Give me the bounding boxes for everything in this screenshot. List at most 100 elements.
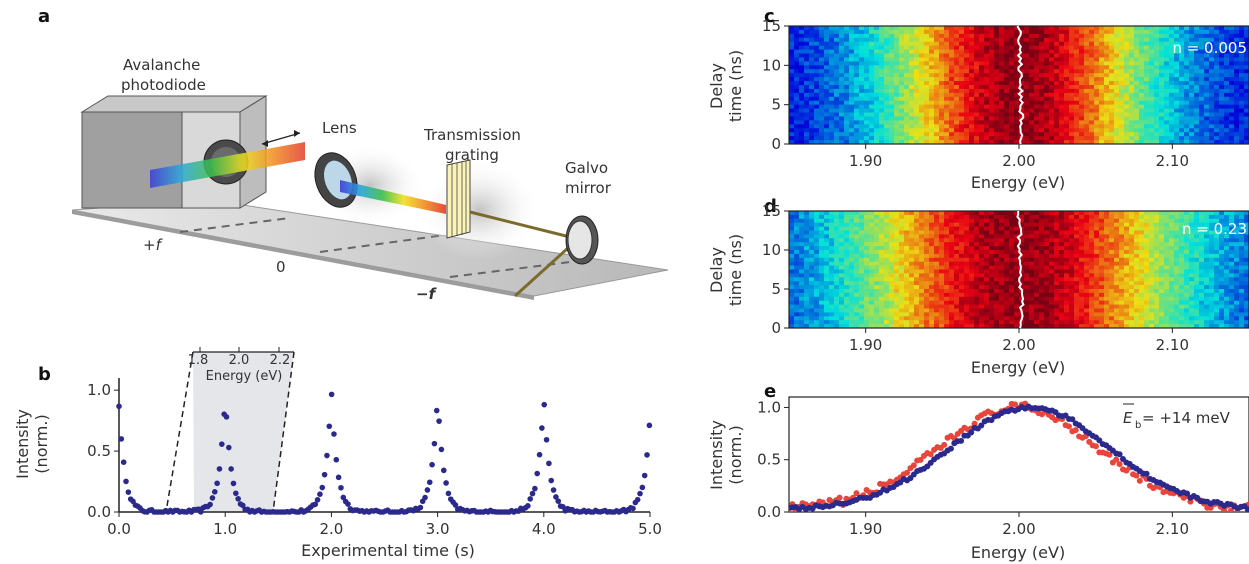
heatmap-cell bbox=[999, 26, 1005, 31]
heatmap-cell bbox=[899, 124, 905, 129]
heatmap-cell bbox=[1179, 104, 1185, 110]
panel-b-xlabel: Experimental time (s) bbox=[301, 541, 475, 560]
heatmap-cell bbox=[1024, 230, 1030, 235]
heatmap-cell bbox=[969, 108, 975, 114]
heatmap-cell bbox=[909, 128, 915, 133]
heatmap-cell bbox=[824, 92, 830, 98]
heatmap-cell bbox=[1119, 128, 1125, 133]
heatmap-cell bbox=[1164, 211, 1170, 216]
heatmap-cell bbox=[879, 257, 885, 263]
heatmap-cell bbox=[914, 73, 920, 78]
heatmap-cell bbox=[1104, 261, 1110, 267]
heatmap-cell bbox=[1154, 136, 1160, 141]
heatmap-cell bbox=[1089, 289, 1095, 294]
heatmap-cell bbox=[844, 73, 850, 78]
inset-tick-0: 1.8 bbox=[188, 353, 209, 368]
heatmap-cell bbox=[1079, 37, 1085, 43]
heatmap-cell bbox=[799, 104, 805, 110]
heatmap-cell bbox=[984, 281, 990, 286]
heatmap-cell bbox=[994, 238, 1000, 243]
heatmap-cell bbox=[1079, 289, 1085, 294]
heatmap-cell bbox=[1154, 281, 1160, 286]
heatmap-cell bbox=[1189, 132, 1195, 137]
heatmap-cell bbox=[1079, 285, 1085, 290]
heatmap-cell bbox=[999, 132, 1005, 137]
heatmap-cell bbox=[984, 100, 990, 106]
heatmap-cell bbox=[949, 234, 955, 239]
heatmap-cell bbox=[939, 61, 945, 66]
heatmap-cell bbox=[1139, 65, 1145, 70]
heatmap-cell bbox=[789, 65, 795, 70]
heatmap-cell bbox=[824, 234, 830, 239]
heatmap-cell bbox=[919, 53, 925, 59]
heatmap-cell bbox=[1149, 289, 1155, 294]
heatmap-cell bbox=[999, 88, 1005, 94]
heatmap-cell bbox=[1239, 230, 1245, 235]
panel-b-data-point bbox=[317, 491, 323, 498]
heatmap-cell bbox=[794, 100, 800, 106]
heatmap-cell bbox=[894, 269, 900, 274]
heatmap-cell bbox=[1159, 81, 1165, 86]
heatmap-cell bbox=[1239, 265, 1245, 271]
heatmap-cell bbox=[1184, 85, 1190, 90]
heatmap-cell bbox=[989, 226, 995, 232]
heatmap-cell bbox=[1034, 29, 1040, 35]
heatmap-cell bbox=[1189, 238, 1195, 243]
heatmap-cell bbox=[839, 214, 845, 220]
heatmap-cell bbox=[884, 41, 890, 47]
heatmap-cell bbox=[834, 273, 840, 278]
heatmap-cell bbox=[984, 289, 990, 294]
heatmap-cell bbox=[1199, 65, 1205, 70]
heatmap-cell bbox=[1219, 238, 1225, 243]
heatmap-cell bbox=[1139, 77, 1145, 82]
heatmap-cell bbox=[829, 45, 835, 51]
heatmap-cell bbox=[854, 218, 860, 224]
heatmap-cell bbox=[1169, 104, 1175, 110]
heatmap-cell bbox=[1054, 246, 1060, 251]
heatmap-cell bbox=[844, 112, 850, 118]
heatmap-cell bbox=[814, 120, 820, 125]
heatmap-cell bbox=[814, 269, 820, 274]
heatmap-cell bbox=[974, 230, 980, 235]
heatmap-cell bbox=[1009, 57, 1015, 62]
heatmap-cell bbox=[999, 81, 1005, 86]
heatmap-cell bbox=[1014, 226, 1020, 232]
heatmap-cell bbox=[799, 211, 805, 216]
heatmap-cell bbox=[824, 257, 830, 263]
heatmap-cell bbox=[939, 26, 945, 31]
panel-b-ytick-label: 0.0 bbox=[87, 503, 111, 521]
heatmap-cell bbox=[994, 37, 1000, 43]
heatmap-cell bbox=[849, 269, 855, 274]
heatmap-cell bbox=[964, 112, 970, 118]
heatmap-cell bbox=[1119, 246, 1125, 251]
heatmap-cell bbox=[1199, 88, 1205, 94]
heatmap-cell bbox=[819, 277, 825, 282]
heatmap-cell bbox=[829, 85, 835, 90]
heatmap-cell bbox=[1084, 116, 1090, 121]
heatmap-cell bbox=[1104, 100, 1110, 106]
heatmap-cell bbox=[1069, 214, 1075, 220]
heatmap-cell bbox=[864, 230, 870, 235]
heatmap-cell bbox=[944, 218, 950, 224]
heatmap-cell bbox=[1234, 61, 1240, 66]
heatmap-cell bbox=[814, 222, 820, 228]
heatmap-cell bbox=[829, 49, 835, 55]
heatmap-cell bbox=[1229, 246, 1235, 251]
heatmap-cell bbox=[1024, 65, 1030, 70]
heatmap-cell bbox=[1224, 246, 1230, 251]
heatmap-cell bbox=[829, 136, 835, 141]
heatmap-cell bbox=[1189, 140, 1195, 144]
heatmap-cell bbox=[1039, 88, 1045, 94]
heatmap-cell bbox=[1089, 37, 1095, 43]
heatmap-cell bbox=[1074, 41, 1080, 47]
heatmap-cell bbox=[1229, 230, 1235, 235]
heatmap-cell bbox=[884, 49, 890, 55]
heatmap-cell bbox=[879, 234, 885, 239]
heatmap-cell bbox=[1224, 104, 1230, 110]
heatmap-cell bbox=[969, 222, 975, 228]
heatmap-cell bbox=[864, 261, 870, 267]
heatmap-cell bbox=[1064, 285, 1070, 290]
heatmap-cell bbox=[1199, 265, 1205, 271]
heatmap-cell bbox=[1234, 257, 1240, 263]
heatmap-cell bbox=[1239, 140, 1245, 144]
